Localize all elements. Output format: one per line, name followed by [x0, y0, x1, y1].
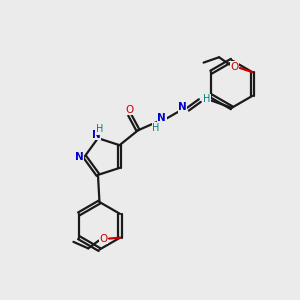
Text: H: H [203, 94, 210, 104]
Text: N: N [75, 152, 84, 161]
Text: N: N [178, 102, 187, 112]
Text: N: N [158, 113, 166, 123]
Text: O: O [125, 104, 134, 115]
Text: N: N [92, 130, 101, 140]
Text: H: H [152, 123, 160, 133]
Text: O: O [100, 234, 108, 244]
Text: H: H [96, 124, 103, 134]
Text: O: O [230, 62, 238, 72]
